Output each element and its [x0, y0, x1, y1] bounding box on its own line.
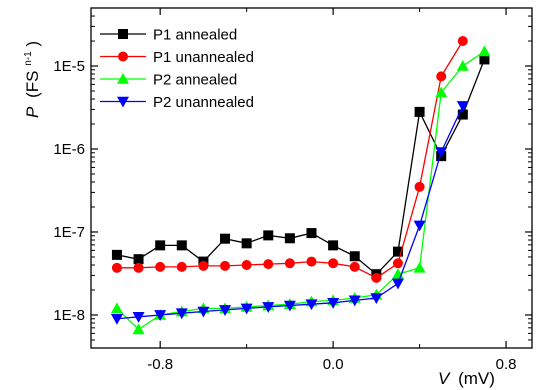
data-point [241, 260, 252, 271]
data-point [435, 147, 448, 159]
data-point [263, 230, 274, 241]
data-point [436, 71, 447, 82]
data-point [197, 306, 210, 318]
y-axis-label: P (FS n-1 ) [16, 41, 42, 118]
series-p1-unannealed [111, 36, 468, 283]
data-point [306, 256, 317, 267]
data-point [154, 310, 167, 321]
data-point [456, 101, 469, 112]
data-point [111, 262, 122, 273]
legend-marker [118, 51, 128, 62]
data-point [132, 323, 145, 335]
data-point [155, 240, 166, 251]
y-tick-label: 1E-6 [53, 141, 85, 158]
data-point [176, 240, 187, 251]
legend-label: P1 unannealed [153, 49, 254, 66]
data-point [328, 240, 339, 251]
legend-item: P2 annealed [100, 72, 237, 89]
x-tick-label: 0.8 [496, 356, 517, 373]
data-point [328, 258, 339, 269]
data-point [305, 299, 318, 311]
data-point [349, 261, 360, 272]
data-point [414, 106, 425, 117]
data-point [348, 295, 361, 307]
data-point [392, 258, 403, 269]
data-point [111, 249, 122, 260]
series-p2-annealed [110, 45, 491, 335]
data-point [284, 258, 295, 269]
data-point [283, 300, 296, 312]
data-point [133, 254, 144, 265]
data-point [370, 293, 383, 305]
data-point [413, 220, 426, 232]
data-point [220, 233, 231, 244]
data-point [457, 109, 468, 120]
data-point [262, 302, 275, 313]
data-point [327, 298, 340, 309]
x-tick-label: 0.0 [323, 356, 344, 373]
data-point [220, 260, 231, 271]
data-point [435, 86, 448, 98]
legend-label: P1 annealed [153, 27, 237, 44]
y-tick-label: 1E-7 [53, 224, 85, 241]
legend-item: P1 unannealed [100, 49, 254, 66]
series-p2-unannealed [110, 101, 469, 325]
data-point [457, 36, 468, 47]
data-point [110, 313, 123, 325]
data-point [240, 303, 253, 315]
x-axis-label: V (mV) [438, 369, 495, 388]
data-point [392, 246, 403, 257]
legend-item: P2 unannealed [100, 94, 254, 111]
data-point [479, 54, 490, 65]
data-point [284, 233, 295, 244]
data-point [413, 261, 426, 273]
data-point [306, 228, 317, 239]
legend-label: P2 annealed [153, 72, 237, 89]
data-point [371, 272, 382, 283]
data-point [241, 238, 252, 249]
data-point [155, 261, 166, 272]
legend-marker [117, 96, 129, 108]
data-point [133, 262, 144, 273]
series-line [116, 105, 464, 320]
data-point [456, 60, 469, 71]
series-layer [110, 36, 491, 335]
data-point [176, 261, 187, 272]
legend-marker [117, 73, 129, 84]
data-point [391, 278, 404, 290]
y-tick-label: 1E-5 [53, 58, 85, 75]
legend-label: P2 unannealed [153, 94, 254, 111]
series-line [116, 59, 486, 276]
data-point [132, 312, 145, 323]
data-point [414, 181, 425, 192]
legend-item: P1 annealed [100, 27, 237, 44]
data-point [175, 308, 188, 320]
data-point [478, 45, 491, 57]
x-tick-label: -0.8 [147, 356, 173, 373]
data-point [219, 305, 232, 316]
data-point [263, 259, 274, 270]
legend: P1 annealed P1 unannealed P2 annealed P2 un… [100, 27, 254, 111]
y-tick-label: 1E-8 [53, 307, 85, 324]
data-point [349, 251, 360, 262]
plot-frame [90, 7, 533, 349]
data-point [198, 260, 209, 271]
data-point [110, 302, 123, 314]
axes: -0.8 0.0 0.8 1E-8 1E-7 1E-6 1E-5 [53, 7, 533, 373]
legend-marker [118, 29, 128, 39]
